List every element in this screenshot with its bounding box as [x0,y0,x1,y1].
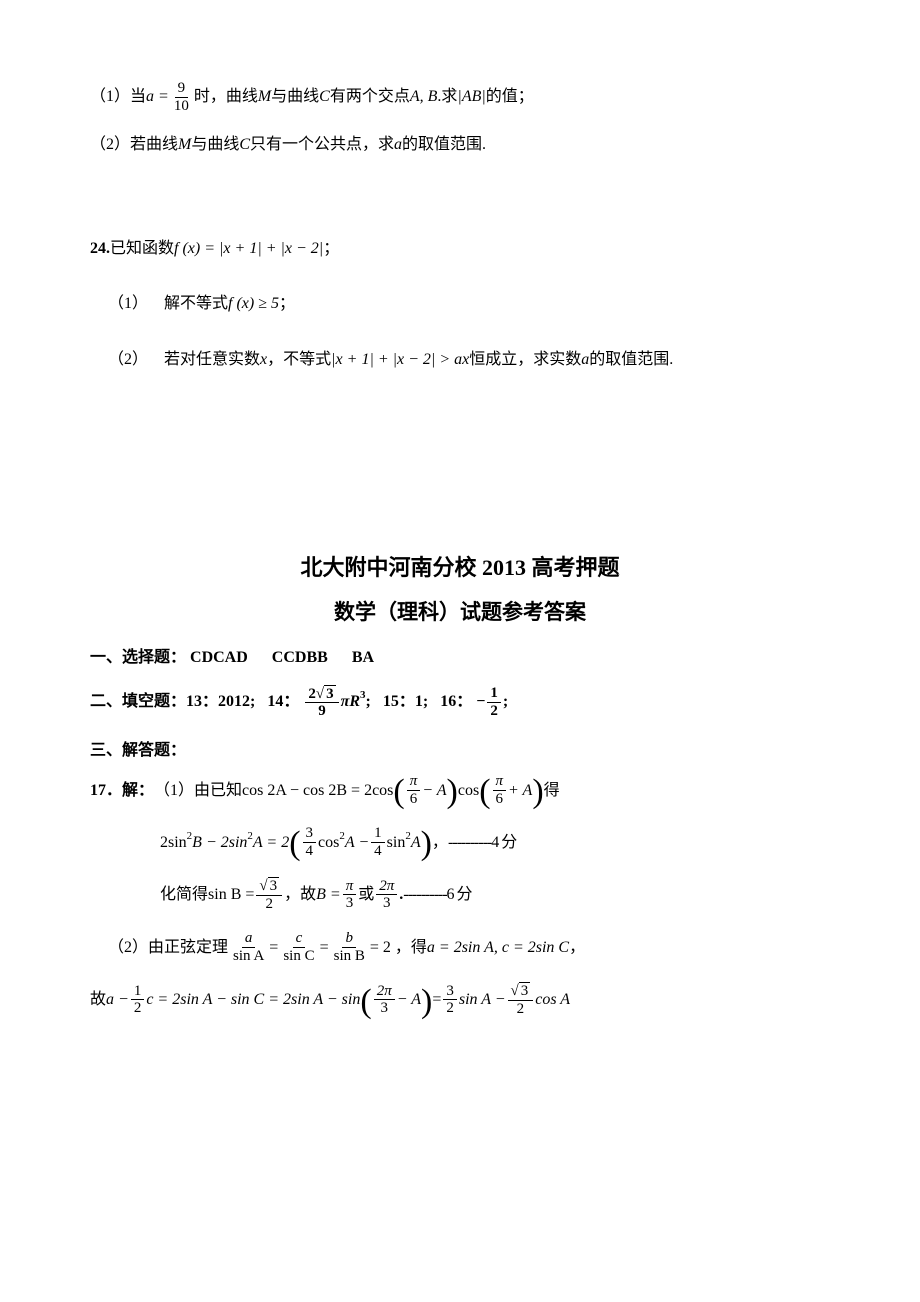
text: （2）若曲线 [90,132,178,158]
text: 的取值范围. [402,132,486,158]
text: 已知函数 [110,236,174,262]
frac-2pi-3: 2π 3 [376,878,397,912]
q17-part1-line1: 17．解： （1）由已知 cos 2A − cos 2B = 2cos ( π … [90,773,830,807]
text: （1） 解不等式 [108,291,228,317]
text: 故 [90,987,106,1013]
q17-part1-line3: 化简得 sin B = √3 2 ，故 B = π 3 或 2π 3 . ---… [90,877,830,912]
var-M: M [258,84,271,110]
frac-2pi-3: 2π 3 [374,983,395,1017]
a14-fraction: 2√3 9 [305,685,338,720]
frac-a-sinA: a sin A [230,930,267,964]
q17-part1-line2: 2sin 2 B − 2sin 2 A = 2 ( 3 4 cos 2 A − … [90,825,830,859]
text: 得 [544,778,560,804]
a13-label: 13： [186,689,218,715]
plus-A: + A [508,778,532,804]
answer-subtitle: 数学（理科）试题参考答案 [90,596,830,630]
a16-label: 16： [440,689,472,715]
inequality: f (x) ≥ 5 [228,291,279,317]
frac-b-sinB: b sin B [331,930,368,964]
answers-group2: CCDBB [272,649,328,666]
frac-c-sinC: c sin C [280,930,317,964]
a14-label: 14： [267,689,299,715]
frac-3-2: 3 2 [443,983,457,1017]
text: 与曲线 [271,84,319,110]
text: 有两个交点 [330,84,410,110]
abs-AB: |AB| [457,84,485,110]
text: 时，曲线 [194,84,258,110]
var-C: C [319,84,330,110]
section1-choice: 一、选择题： CDCAD CCDBB BA [90,645,830,671]
q24-header: 24. 已知函数 f (x) = |x + 1| + |x − 2| ； [90,236,830,262]
q23-part2: （2）若曲线 M 与曲线 C 只有一个公共点，求 a 的取值范围. [90,132,830,158]
var-a: a = [146,84,169,110]
q17-label: 17．解： [90,778,154,804]
frac-1-4: 1 4 [371,825,385,859]
answers-group1: CDCAD [190,649,248,666]
text: 的值； [486,84,534,110]
q24-number: 24. [90,236,110,262]
var-a: a [581,347,589,373]
a16-fraction: 1 2 [487,685,501,719]
inequality-expr: |x + 1| + |x − 2| > ax [331,347,469,373]
answer-title: 北大附中河南分校 2013 高考押题 [90,550,830,585]
minus-A: − A [422,778,446,804]
a14-sup: 3 [360,687,366,705]
fraction-9-10: 9 10 [171,80,192,114]
text: 的取值范围. [589,347,673,373]
q17-part2-line2: 故 a − 1 2 c = 2sin A − sin C = 2sin A − … [90,982,830,1017]
text: ，不等式 [267,347,331,373]
a15-value: 1; [415,689,428,715]
spacer [90,176,830,236]
text: （2） 若对任意实数 [108,347,260,373]
q24-part1: （1） 解不等式 f (x) ≥ 5 ； [90,291,830,317]
var-C: C [239,132,250,158]
var-x: x [260,347,267,373]
text: 与曲线 [191,132,239,158]
frac-sqrt3-2: √3 2 [508,982,534,1017]
label: 二、填空题： [90,689,186,715]
frac-sqrt3-2: √3 2 [256,877,282,912]
q23-part1: （1）当 a = 9 10 时，曲线 M 与曲线 C 有两个交点 A, B .求… [90,80,830,114]
label: 一、选择题： [90,649,186,666]
a13-value: 2012; [218,689,255,715]
text: （1）当 [90,84,146,110]
score-mark: ----------4 分 [448,830,516,856]
a16-neg: − [476,689,485,715]
q17-part2-line1: （2）由正弦定理 a sin A = c sin C = b sin B = 2… [90,930,830,964]
spacer [90,390,830,550]
text: 化简得 [160,882,208,908]
var-a: a [394,132,402,158]
text: 只有一个公共点，求 [250,132,394,158]
function-def: f (x) = |x + 1| + |x − 2| [174,236,323,262]
expr: cos 2A − cos 2B = 2cos [242,778,393,804]
expr: 2sin [160,830,187,856]
section2-fill: 二、填空题： 13： 2012; 14： 2√3 9 πR 3 ; 15： 1;… [90,685,830,720]
pi-over-6: π 6 [493,773,507,807]
pi-over-6: π 6 [407,773,421,807]
a15-label: 15： [383,689,415,715]
a14-piR: πR [341,689,360,715]
frac-pi-3: π 3 [343,878,357,912]
q24-part2: （2） 若对任意实数 x ，不等式 |x + 1| + |x − 2| > ax… [90,347,830,373]
frac-3-4: 3 4 [303,825,317,859]
text: 恒成立，求实数 [469,347,581,373]
points-AB: A, B [410,84,438,110]
cos: cos [458,778,479,804]
section3-solve: 三、解答题： [90,738,830,764]
text: .求 [437,84,457,110]
frac-1-2: 1 2 [131,983,145,1017]
text: （1）由已知 [154,778,242,804]
spacer [90,335,830,347]
text: ； [323,236,339,262]
text: ； [279,291,295,317]
score-mark: ----------6 分 [403,882,471,908]
var-M: M [178,132,191,158]
answers-group3: BA [352,649,374,666]
a16-tail: ; [503,689,508,715]
text: （2）由正弦定理 [108,935,228,961]
spacer [90,279,830,291]
